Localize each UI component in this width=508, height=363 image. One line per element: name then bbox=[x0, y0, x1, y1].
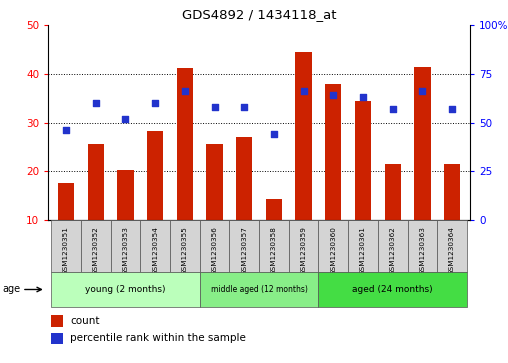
Bar bbox=[58, 183, 74, 220]
Bar bbox=[200, 220, 230, 272]
Point bbox=[418, 89, 426, 94]
Bar bbox=[147, 131, 163, 220]
Bar bbox=[325, 83, 341, 220]
Point bbox=[210, 104, 218, 110]
Text: GSM1230359: GSM1230359 bbox=[301, 226, 307, 275]
Bar bbox=[140, 220, 170, 272]
Point bbox=[151, 100, 159, 106]
Bar bbox=[414, 67, 431, 220]
Bar bbox=[444, 164, 460, 220]
Text: GSM1230353: GSM1230353 bbox=[122, 226, 129, 275]
Bar bbox=[378, 220, 407, 272]
Bar bbox=[236, 137, 252, 220]
Text: GSM1230351: GSM1230351 bbox=[63, 226, 69, 275]
Point bbox=[329, 93, 337, 98]
Text: young (2 months): young (2 months) bbox=[85, 285, 166, 294]
Text: GSM1230362: GSM1230362 bbox=[390, 226, 396, 275]
Bar bbox=[111, 220, 140, 272]
Bar bbox=[348, 220, 378, 272]
Bar bbox=[319, 220, 348, 272]
Point bbox=[270, 131, 278, 137]
Bar bbox=[289, 220, 319, 272]
Bar bbox=[87, 144, 104, 220]
Bar bbox=[259, 220, 289, 272]
Bar bbox=[319, 272, 467, 307]
Text: count: count bbox=[70, 315, 100, 326]
Bar bbox=[200, 272, 319, 307]
Title: GDS4892 / 1434118_at: GDS4892 / 1434118_at bbox=[182, 8, 336, 21]
Text: GSM1230363: GSM1230363 bbox=[420, 226, 425, 275]
Text: GSM1230355: GSM1230355 bbox=[182, 226, 188, 275]
Point bbox=[181, 89, 189, 94]
Text: middle aged (12 months): middle aged (12 months) bbox=[211, 285, 307, 294]
Bar bbox=[51, 314, 63, 327]
Text: GSM1230364: GSM1230364 bbox=[449, 226, 455, 275]
Point bbox=[240, 104, 248, 110]
Bar bbox=[81, 220, 111, 272]
Bar bbox=[266, 199, 282, 220]
Text: age: age bbox=[3, 285, 21, 294]
Bar bbox=[51, 272, 200, 307]
Text: percentile rank within the sample: percentile rank within the sample bbox=[70, 334, 246, 343]
Point bbox=[448, 106, 456, 112]
Text: GSM1230357: GSM1230357 bbox=[241, 226, 247, 275]
Text: GSM1230354: GSM1230354 bbox=[152, 226, 158, 275]
Bar bbox=[385, 164, 401, 220]
Text: GSM1230356: GSM1230356 bbox=[211, 226, 217, 275]
Bar bbox=[230, 220, 259, 272]
Point bbox=[92, 100, 100, 106]
Bar bbox=[117, 170, 134, 220]
Text: GSM1230352: GSM1230352 bbox=[93, 226, 99, 275]
Bar bbox=[177, 68, 193, 220]
Point bbox=[300, 89, 308, 94]
Point bbox=[62, 127, 70, 133]
Bar bbox=[407, 220, 437, 272]
Bar bbox=[206, 144, 223, 220]
Point bbox=[359, 94, 367, 100]
Point bbox=[121, 116, 130, 122]
Text: GSM1230358: GSM1230358 bbox=[271, 226, 277, 275]
Bar bbox=[170, 220, 200, 272]
Text: GSM1230360: GSM1230360 bbox=[330, 226, 336, 275]
Bar bbox=[296, 52, 312, 220]
Bar bbox=[437, 220, 467, 272]
Bar bbox=[355, 101, 371, 220]
Text: GSM1230361: GSM1230361 bbox=[360, 226, 366, 275]
Bar bbox=[51, 220, 81, 272]
Bar bbox=[51, 333, 63, 344]
Point bbox=[389, 106, 397, 112]
Text: aged (24 months): aged (24 months) bbox=[353, 285, 433, 294]
